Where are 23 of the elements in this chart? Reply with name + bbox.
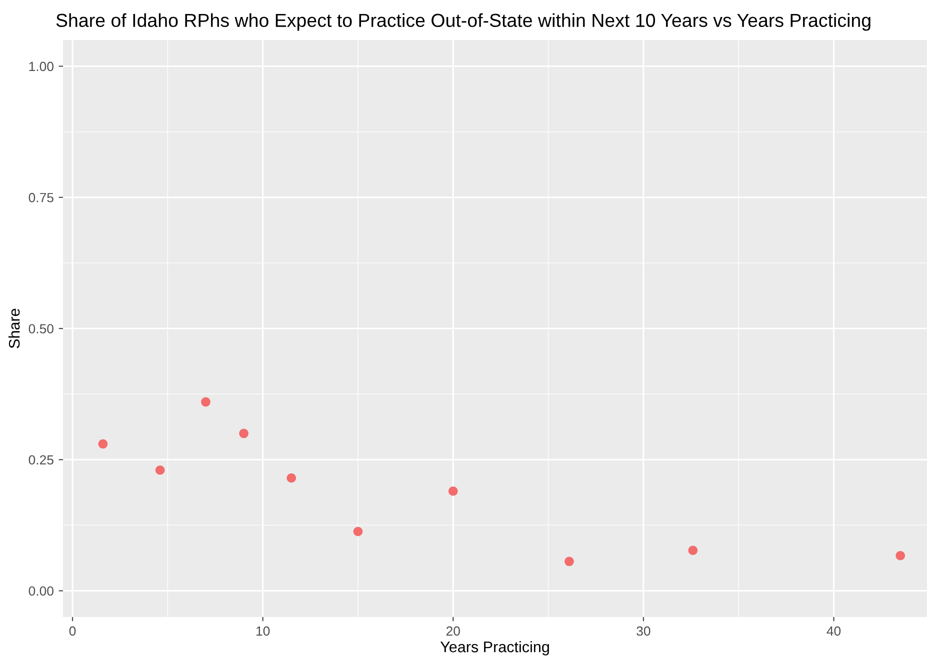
chart-title: Share of Idaho RPhs who Expect to Practice Out-of-State within Next 10 Years vs Years Practicing [56,13,870,31]
x-tick-label: 30 [636,626,650,636]
point [286,473,296,483]
point [353,526,363,536]
x-tick-label: 40 [826,626,841,636]
x-tick-label: 10 [256,626,270,636]
y-tick-label: 0.75 [28,192,54,202]
y-tick-label: 0.00 [28,586,54,596]
x-tick-label: 0 [69,626,76,636]
point [239,428,248,438]
y-axis-title: Share [8,308,20,348]
point [448,486,458,496]
y-tick-label: 0.50 [28,324,54,334]
x-axis-title: Years Practicing [440,641,549,656]
point [564,556,574,566]
point [896,550,906,560]
point [201,397,210,407]
point [155,465,165,475]
y-tick-label: 0.25 [28,455,54,465]
point [688,546,698,556]
x-tick-label: 20 [446,626,460,636]
y-tick-label: 1.00 [29,62,54,72]
point [98,439,108,449]
